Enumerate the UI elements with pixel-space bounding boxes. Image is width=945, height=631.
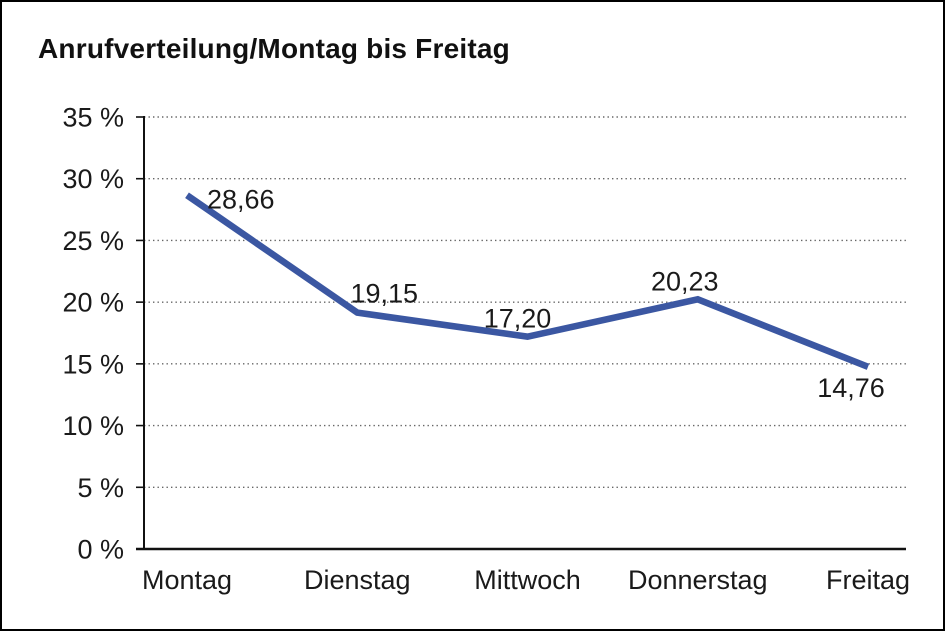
y-axis-label: 0 % <box>77 535 124 565</box>
x-axis-category-label: Mittwoch <box>474 565 581 595</box>
x-axis-category-label: Montag <box>142 565 232 595</box>
data-point-label: 14,76 <box>817 373 885 403</box>
y-axis-label: 30 % <box>62 164 124 194</box>
y-axis-label: 10 % <box>62 411 124 441</box>
data-point-label: 19,15 <box>350 279 418 309</box>
x-axis-category-label: Freitag <box>826 565 910 595</box>
series-line <box>185 192 870 370</box>
x-axis-category-label: Donnerstag <box>628 565 768 595</box>
y-axis-label: 25 % <box>62 226 124 256</box>
data-point-label: 20,23 <box>651 266 719 296</box>
y-axis-label: 35 % <box>62 103 124 133</box>
y-axis-label: 20 % <box>62 288 124 318</box>
chart-title: Anrufverteilung/Montag bis Freitag <box>38 33 510 64</box>
x-axis-category-label: Dienstag <box>304 565 411 595</box>
y-axis-label: 15 % <box>62 349 124 379</box>
data-point-label: 28,66 <box>207 184 275 214</box>
data-point-label: 17,20 <box>484 304 552 334</box>
y-axis-label: 5 % <box>77 473 124 503</box>
